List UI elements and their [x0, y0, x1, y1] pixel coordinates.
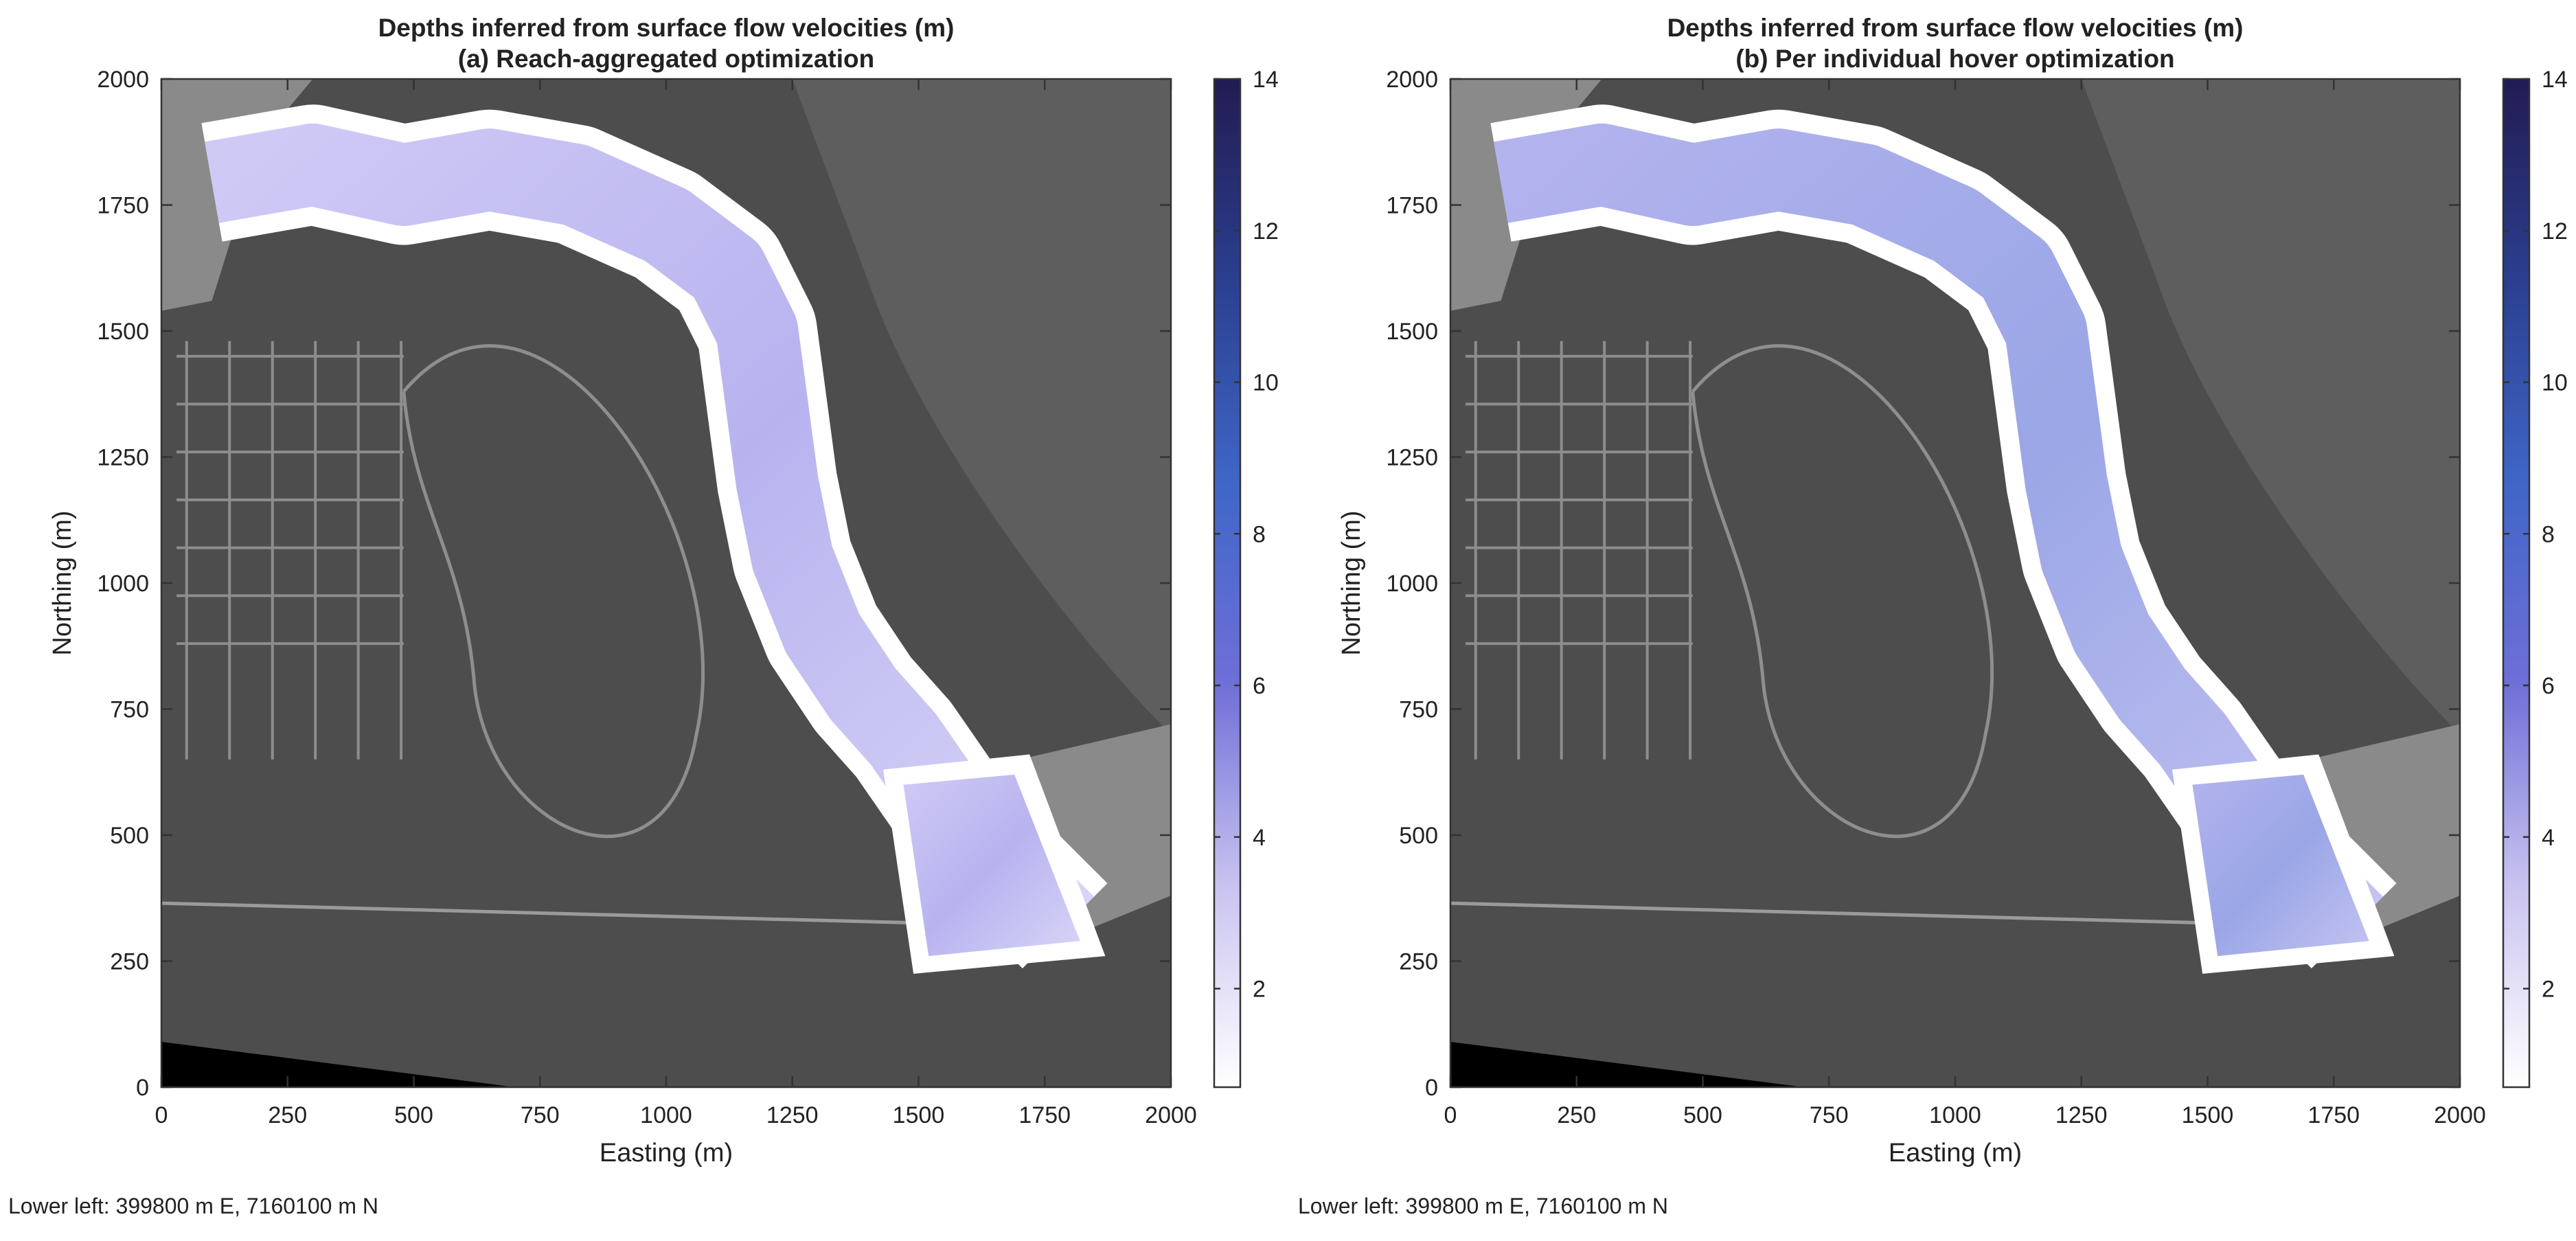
colorbar-tick-label: 10 [1253, 370, 1279, 396]
colorbar-tick-label: 8 [1253, 521, 1266, 547]
panel-a-footer: Lower left: 399800 m E, 7160100 m N [8, 1194, 378, 1218]
y-tick-label: 2000 [97, 67, 149, 93]
colorbar [2502, 78, 2531, 1089]
y-tick-label: 500 [110, 823, 149, 849]
chart-subtitle: (a) Reach-aggregated optimization [458, 45, 874, 73]
colorbar-tick-label: 14 [2542, 67, 2568, 93]
oval-track [402, 344, 705, 839]
colorbar [1213, 78, 1242, 1089]
y-axis-label: Northing (m) [48, 510, 77, 655]
colorbar-tick-label: 8 [2542, 521, 2555, 547]
terrain-area [792, 79, 1171, 735]
colorbar-tick-label: 12 [1253, 218, 1279, 244]
depth-overlay [205, 123, 1095, 955]
x-tick-label: 2000 [1145, 1102, 1197, 1128]
chart-subtitle: (b) Per individual hover optimization [1735, 45, 2174, 73]
x-tick-label: 0 [155, 1102, 168, 1128]
x-tick-label: 1250 [766, 1102, 819, 1128]
x-tick-label: 1000 [640, 1102, 692, 1128]
colorbar-tick-label: 12 [2542, 218, 2568, 244]
x-tick-label: 1500 [893, 1102, 945, 1128]
depth-overlay [1494, 123, 2384, 955]
x-tick-label: 1000 [1929, 1102, 1981, 1128]
y-tick-label: 1750 [97, 193, 149, 219]
colorbar-tick-label: 6 [1253, 673, 1266, 699]
y-tick-label: 1250 [1386, 445, 1438, 471]
x-tick-label: 750 [1810, 1102, 1849, 1128]
x-tick-label: 750 [521, 1102, 560, 1128]
y-tick-label: 1250 [97, 445, 149, 471]
x-tick-label: 500 [394, 1102, 433, 1128]
y-tick-label: 2000 [1386, 67, 1438, 93]
x-tick-label: 1750 [2307, 1102, 2360, 1128]
y-tick-label: 1500 [97, 319, 149, 345]
y-axis-label: Northing (m) [1337, 510, 1366, 655]
x-tick-label: 250 [1557, 1102, 1596, 1128]
panel-b: 0 250 500 750 1000 1250 1500 1750 2000 0 250 500 750… [1337, 14, 2568, 1168]
depth-overlay [903, 774, 1080, 957]
no-data-corner [1450, 1041, 1804, 1087]
colorbar-tick-label: 4 [1253, 825, 1266, 851]
y-tick-label: 1000 [97, 571, 149, 597]
x-axis-label: Easting (m) [1889, 1139, 2022, 1168]
y-tick-label: 250 [110, 949, 149, 975]
y-tick-label: 750 [110, 697, 149, 723]
oval-track [1691, 344, 1994, 839]
colorbar-tick-label: 10 [2542, 370, 2568, 396]
y-tick-label: 1000 [1386, 571, 1438, 597]
depth-overlay [2192, 774, 2369, 957]
colorbar-tick-label: 2 [2542, 977, 2555, 1003]
colorbar-tick-label: 4 [2542, 825, 2555, 851]
y-tick-label: 1750 [1386, 193, 1438, 219]
y-tick-label: 0 [136, 1075, 149, 1101]
x-tick-label: 1500 [2182, 1102, 2234, 1128]
colorbar-tick-label: 2 [1253, 977, 1266, 1003]
x-axis-label: Easting (m) [600, 1139, 733, 1168]
chart-title: Depths inferred from surface flow veloci… [378, 14, 955, 42]
terrain-area [2081, 79, 2460, 735]
x-tick-label: 0 [1444, 1102, 1457, 1128]
road-line [161, 901, 934, 925]
panel-b-footer: Lower left: 399800 m E, 7160100 m N [1298, 1194, 1668, 1218]
x-tick-label: 500 [1683, 1102, 1722, 1128]
x-tick-label: 250 [268, 1102, 307, 1128]
y-tick-label: 750 [1399, 697, 1438, 723]
road-line [1450, 901, 2223, 925]
chart-title: Depths inferred from surface flow veloci… [1667, 14, 2244, 42]
colorbar-tick-label: 14 [1253, 67, 1279, 93]
no-data-corner [161, 1041, 515, 1087]
colorbar-tick-label: 6 [2542, 673, 2555, 699]
y-tick-label: 1500 [1386, 319, 1438, 345]
y-tick-label: 0 [1425, 1075, 1438, 1101]
y-tick-label: 250 [1399, 949, 1438, 975]
x-tick-label: 2000 [2434, 1102, 2486, 1128]
x-tick-label: 1250 [2055, 1102, 2108, 1128]
panel-a: 0 250 500 750 1000 1250 1500 1750 2000 0 250 500 750… [48, 14, 1279, 1168]
x-tick-label: 1750 [1018, 1102, 1071, 1128]
y-tick-label: 500 [1399, 823, 1438, 849]
